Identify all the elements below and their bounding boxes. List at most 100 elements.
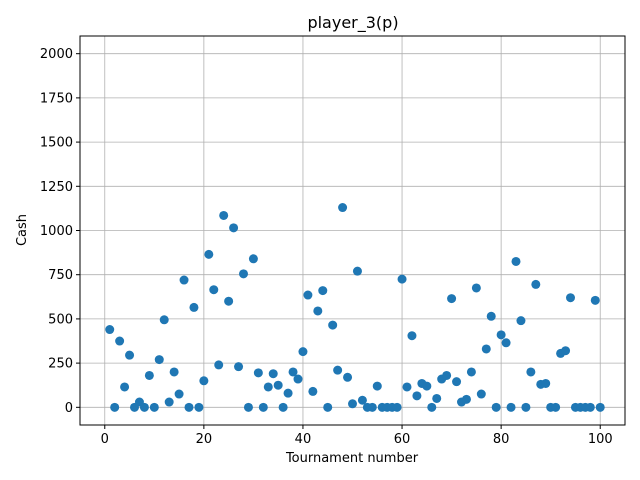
- data-point: [595, 402, 605, 412]
- y-tick-label: 500: [48, 312, 73, 327]
- data-point: [169, 367, 179, 377]
- y-tick-label: 0: [65, 401, 73, 416]
- data-point: [189, 302, 199, 312]
- x-tick-label: 80: [493, 432, 510, 447]
- data-point: [253, 368, 263, 378]
- data-point: [125, 350, 135, 360]
- y-tick-label: 250: [48, 357, 73, 372]
- x-tick-label: 40: [295, 432, 312, 447]
- data-point: [422, 381, 432, 391]
- data-point: [204, 249, 214, 259]
- data-point: [229, 223, 239, 233]
- data-point: [115, 336, 125, 346]
- data-point: [243, 402, 253, 412]
- data-point: [590, 295, 600, 305]
- data-point: [531, 279, 541, 289]
- data-point: [476, 389, 486, 399]
- data-point: [516, 316, 526, 326]
- data-point: [154, 355, 164, 365]
- data-point: [184, 402, 194, 412]
- data-point: [293, 374, 303, 384]
- data-point: [526, 367, 536, 377]
- data-point: [452, 377, 462, 387]
- data-point: [179, 275, 189, 285]
- x-tick-label: 60: [394, 432, 411, 447]
- data-point: [372, 381, 382, 391]
- data-points: [105, 203, 605, 412]
- data-point: [541, 378, 551, 388]
- data-point: [298, 347, 308, 357]
- data-point: [471, 283, 481, 293]
- data-point: [234, 362, 244, 372]
- data-point: [481, 344, 491, 354]
- data-point: [343, 372, 353, 382]
- data-point: [268, 369, 278, 379]
- data-point: [506, 402, 516, 412]
- data-point: [110, 402, 120, 412]
- data-point: [318, 286, 328, 296]
- data-point: [432, 393, 442, 403]
- data-point: [159, 315, 169, 325]
- data-point: [139, 402, 149, 412]
- data-point: [174, 389, 184, 399]
- data-point: [447, 294, 457, 304]
- data-point: [263, 382, 273, 392]
- y-axis-ticks: 0 250 500 750 1000 1250 1500 1750 2000: [40, 47, 80, 416]
- data-point: [214, 360, 224, 370]
- chart-title: player_3(p): [307, 13, 398, 33]
- x-tick-label: 0: [101, 432, 109, 447]
- y-tick-label: 1000: [40, 224, 73, 239]
- data-point: [566, 293, 575, 303]
- data-point: [402, 382, 412, 392]
- data-point: [397, 274, 407, 284]
- data-point: [461, 394, 471, 404]
- data-point: [239, 269, 248, 279]
- data-point: [209, 285, 219, 295]
- data-point: [194, 402, 204, 412]
- data-point: [105, 325, 115, 335]
- data-point: [427, 402, 437, 412]
- data-point: [551, 402, 561, 412]
- grid-lines: [80, 36, 625, 425]
- data-point: [308, 386, 318, 396]
- data-point: [273, 380, 283, 390]
- data-point: [442, 370, 452, 380]
- data-point: [199, 376, 209, 386]
- data-point: [258, 402, 268, 412]
- data-point: [328, 320, 338, 330]
- x-axis-ticks: 0 20 40 60 80 100: [101, 425, 613, 447]
- data-point: [367, 402, 377, 412]
- data-point: [224, 296, 234, 306]
- data-point: [466, 367, 476, 377]
- data-point: [313, 306, 323, 316]
- data-point: [486, 311, 496, 321]
- data-point: [496, 330, 506, 340]
- data-point: [333, 365, 343, 375]
- data-point: [219, 210, 229, 220]
- data-point: [348, 399, 357, 409]
- data-point: [521, 402, 531, 412]
- data-point: [248, 254, 258, 264]
- data-point: [561, 346, 571, 356]
- data-point: [412, 391, 422, 401]
- x-axis-label: Tournament number: [285, 451, 419, 466]
- data-point: [120, 382, 130, 392]
- data-point: [501, 338, 511, 348]
- y-tick-label: 750: [48, 268, 73, 283]
- data-point: [144, 370, 154, 380]
- data-point: [303, 290, 313, 300]
- data-point: [164, 397, 174, 407]
- data-point: [585, 402, 595, 412]
- y-axis-label: Cash: [15, 214, 30, 246]
- data-point: [149, 402, 159, 412]
- data-point: [491, 402, 501, 412]
- data-point: [352, 266, 362, 276]
- data-point: [511, 256, 521, 266]
- data-point: [323, 402, 333, 412]
- data-point: [338, 203, 348, 213]
- data-point: [357, 395, 367, 405]
- data-point: [392, 402, 402, 412]
- x-tick-label: 100: [588, 432, 613, 447]
- y-tick-label: 1500: [40, 136, 73, 151]
